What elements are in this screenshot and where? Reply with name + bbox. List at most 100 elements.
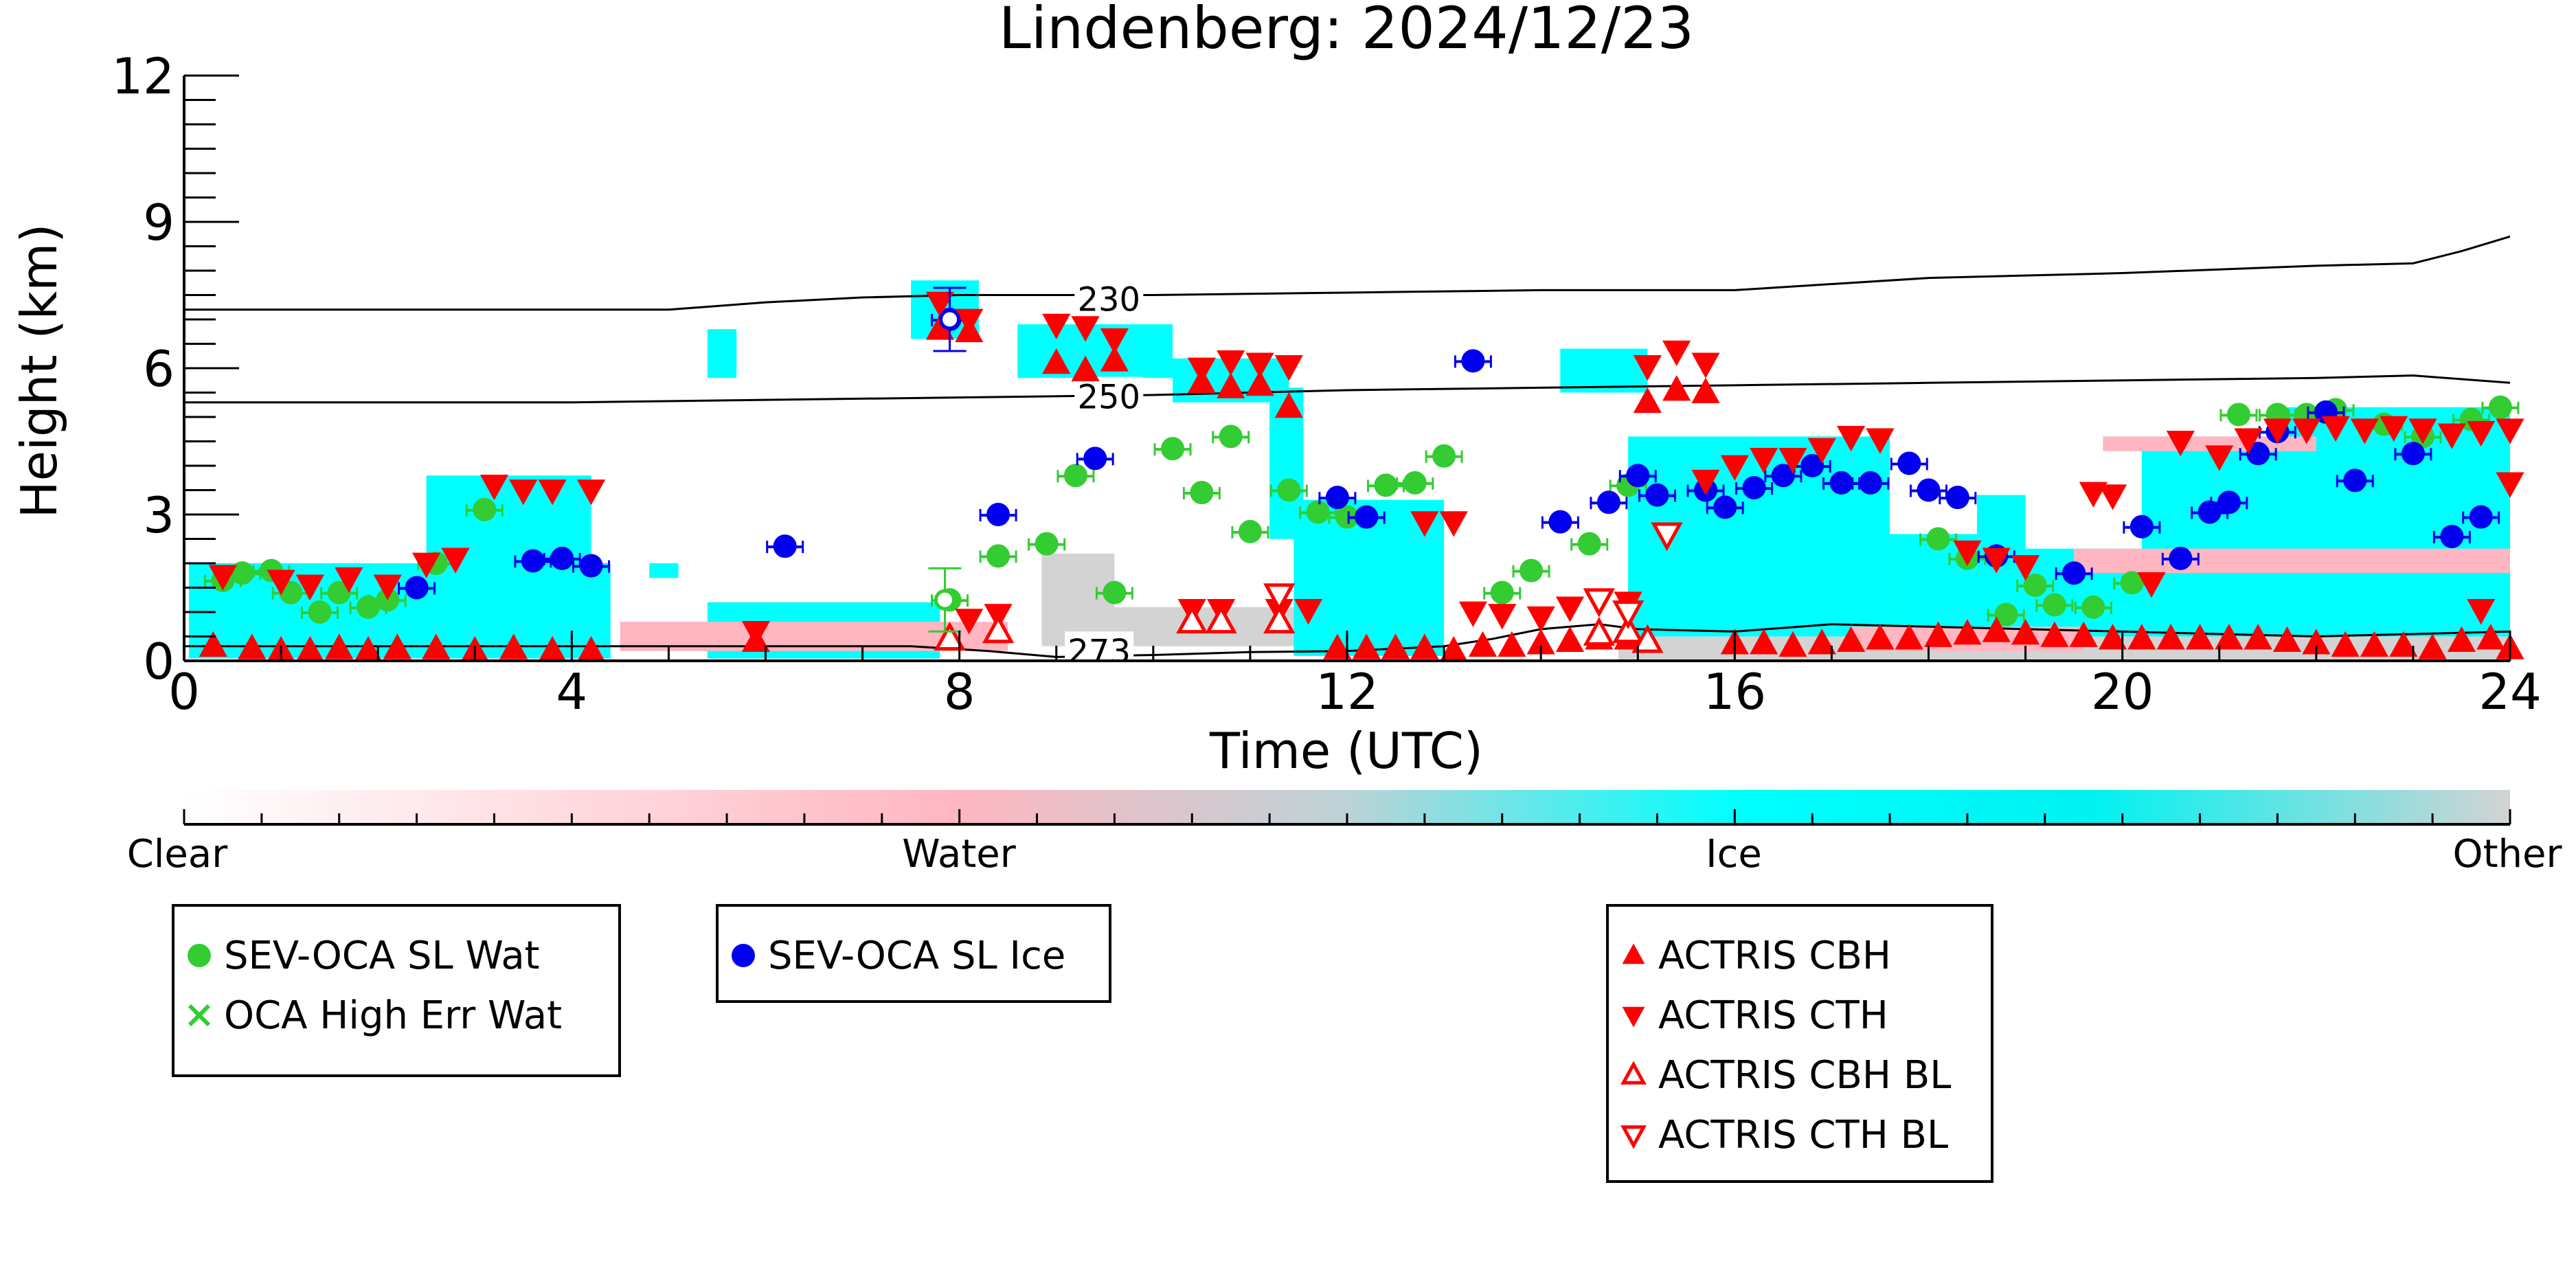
classification-region-ice — [707, 329, 737, 379]
data-point — [1381, 633, 1410, 659]
data-point — [2263, 418, 2292, 444]
data-point — [1410, 633, 1439, 659]
legend-marker-sev-oca-sl-ice — [732, 944, 755, 967]
isotherm-label-bg — [1074, 376, 1144, 413]
data-point — [1403, 471, 1427, 495]
data-point — [1263, 583, 1296, 613]
axes: 0 3 6 9 12 0 4 8 12 16 20 24 — [111, 47, 2541, 721]
legend-label-sev-oca-sl-ice: SEV-OCA SL Ice — [768, 934, 1065, 978]
data-point — [934, 622, 966, 651]
data-point — [2440, 524, 2464, 548]
legend-frame — [1606, 904, 1993, 1183]
data-point — [1526, 606, 1555, 632]
legend-frame — [716, 904, 1111, 1003]
isotherm-layer: 230 250 273 — [184, 235, 2510, 661]
data-point — [2496, 418, 2524, 444]
y-tick-label: 0 — [143, 633, 174, 690]
data-point — [1858, 471, 1882, 495]
data-point — [2496, 472, 2524, 498]
data-point — [1293, 599, 1323, 625]
data-point — [1577, 532, 1601, 556]
legend-label-actris-cbh-bl: ACTRIS CBH BL — [1658, 1053, 1951, 1098]
data-point — [2062, 561, 2086, 585]
data-point — [2205, 445, 2234, 471]
data-point — [2042, 593, 2066, 617]
legend-label-actris-cth: ACTRIS CTH — [1658, 993, 1888, 1038]
data-point — [1583, 588, 1615, 618]
data-point — [1924, 621, 1953, 647]
data-point — [1866, 428, 1895, 454]
data-point — [1555, 596, 1585, 622]
data-point — [2185, 624, 2215, 650]
data-point — [2156, 624, 2185, 650]
colorbar-label-water: Water — [902, 832, 1017, 877]
data-point — [1219, 425, 1243, 449]
marker-x-stroke — [188, 1004, 211, 1027]
data-point — [1583, 616, 1615, 646]
data-point — [1596, 490, 1620, 515]
data-point — [405, 576, 429, 600]
data-point — [2234, 428, 2263, 454]
data-point — [1176, 605, 1208, 634]
data-point — [2292, 418, 2321, 444]
legend-marker-actris-cbh-bl — [1620, 1061, 1647, 1085]
data-point — [1306, 500, 1330, 524]
data-point — [2166, 431, 2195, 457]
colorbar-label-other: Other — [2452, 832, 2562, 877]
data-point — [1691, 352, 1720, 379]
data-point — [1035, 532, 1059, 556]
data-point — [208, 565, 238, 591]
data-point — [1720, 455, 1749, 481]
data-point — [2079, 482, 2108, 508]
classification-layer — [189, 280, 2510, 661]
data-point — [1612, 614, 1645, 644]
data-point — [2169, 546, 2193, 570]
x-tick-label: 4 — [556, 663, 587, 721]
chart-title: Lindenberg: 2024/12/23 — [999, 0, 1694, 62]
data-point — [741, 626, 770, 652]
data-point — [325, 633, 354, 659]
data-point — [2127, 624, 2156, 650]
data-point — [1439, 511, 1468, 537]
data-point — [383, 633, 411, 659]
data-point — [2272, 626, 2302, 652]
y-tick-label: 12 — [111, 47, 174, 105]
data-point — [925, 291, 955, 318]
data-point — [1205, 605, 1237, 634]
data-point — [1945, 486, 1969, 510]
data-point — [295, 574, 325, 600]
data-point — [1837, 426, 1866, 452]
data-point — [2197, 500, 2222, 524]
data-point — [1161, 437, 1185, 461]
data-point — [2389, 631, 2418, 657]
data-point — [1323, 633, 1352, 659]
classification-region-ice — [1560, 348, 1648, 393]
data-point — [2098, 624, 2127, 650]
data-point — [2120, 571, 2144, 595]
data-point — [1548, 510, 1572, 534]
data-point — [2244, 624, 2272, 650]
data-point — [1461, 349, 1485, 373]
series-actris-cbh — [199, 314, 2524, 662]
data-point — [238, 633, 267, 659]
data-point — [2469, 505, 2493, 529]
data-point — [1633, 387, 1662, 414]
data-point — [1263, 605, 1296, 634]
data-point — [2137, 572, 2166, 598]
data-point — [986, 503, 1010, 526]
y-tick-label: 6 — [143, 340, 174, 398]
data-point — [1458, 601, 1488, 627]
data-point — [1245, 370, 1274, 396]
legend-label-actris-cbh: ACTRIS CBH — [1658, 934, 1891, 978]
data-point — [1063, 464, 1087, 488]
classification-region-ice — [649, 563, 679, 578]
data-point — [773, 534, 797, 558]
x-tick-label: 24 — [2478, 663, 2542, 721]
data-point — [1238, 519, 1262, 543]
classification-region-other — [1041, 553, 1115, 646]
data-point — [1277, 478, 1301, 502]
classification-colorbar: Clear Water Ice Other — [127, 790, 2562, 877]
data-point — [1837, 626, 1866, 652]
data-point — [2215, 624, 2244, 650]
